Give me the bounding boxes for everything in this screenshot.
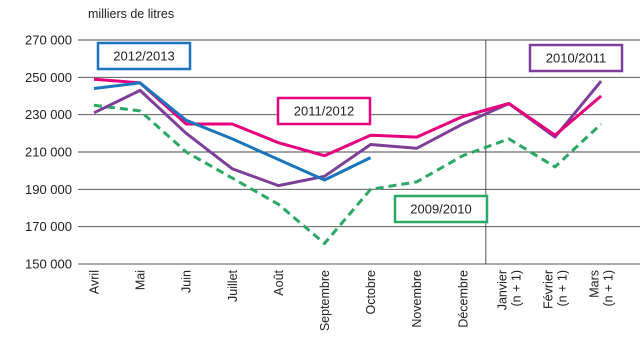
y-tick-label: 190 000: [25, 182, 72, 197]
series-label-text: 2010/2011: [546, 51, 607, 66]
x-tick-text: Janvier: [495, 270, 509, 310]
series-label-text: 2012/2013: [113, 49, 174, 64]
y-axis-unit: milliers de litres: [88, 7, 174, 21]
y-axis-ticks: 270 000 250 000 230 000 210 000 190 000 170 0…: [25, 33, 72, 272]
series-label-box: [276, 96, 372, 126]
x-axis-ticks: Avril Mai Juin Juillet Août Septembre Octobre N…: [88, 269, 616, 331]
x-tick-label: Avril: [88, 270, 102, 294]
series-lines: [93, 77, 603, 245]
series-line-2009-2010: [93, 103, 603, 245]
x-tick-label: Août: [272, 269, 286, 295]
series-label-text: 2011/2012: [294, 104, 355, 119]
y-tick-label: 210 000: [25, 145, 72, 160]
series-label-2010-2011: 2010/2011: [528, 43, 624, 73]
x-tick-text: Décembre: [456, 270, 470, 328]
x-tick-text: (n + 1): [556, 270, 570, 306]
series-label-2009-2010: 2009/2010: [393, 194, 489, 224]
series-label-box: [393, 194, 489, 224]
x-tick-text: (n + 1): [602, 270, 616, 306]
x-tick-text: Juin: [180, 270, 194, 293]
series-label-2012-2013: 2012/2013: [96, 41, 192, 71]
x-tick-label: Mai: [134, 270, 148, 290]
x-tick-text: Avril: [88, 270, 102, 294]
x-tick-label: Janvier (n + 1): [495, 270, 523, 310]
series-label-text: 2009/2010: [410, 202, 471, 217]
y-tick-label: 270 000: [25, 33, 72, 48]
y-tick-label: 150 000: [25, 257, 72, 272]
x-tick-label: Septembre: [318, 270, 332, 331]
x-tick-label: Décembre: [456, 270, 470, 328]
series-line-2011-2012: [93, 77, 603, 158]
x-tick-text: Août: [272, 269, 286, 295]
x-tick-text: Juillet: [226, 269, 240, 301]
x-tick-text: Février: [542, 270, 556, 309]
x-tick-label: Octobre: [364, 270, 378, 315]
y-tick-label: 230 000: [25, 107, 72, 122]
x-tick-label: Mars (n + 1): [588, 270, 616, 306]
x-tick-label: Novembre: [410, 270, 424, 328]
x-tick-text: Octobre: [364, 270, 378, 315]
y-tick-label: 170 000: [25, 219, 72, 234]
x-tick-text: Septembre: [318, 270, 332, 331]
x-tick-text: (n + 1): [509, 270, 523, 306]
series-labels: 2012/2013 2011/2012 2010/2011 2009/2010: [96, 41, 624, 224]
x-tick-text: Mars: [588, 270, 602, 298]
y-tick-label: 250 000: [25, 70, 72, 85]
series-label-2011-2012: 2011/2012: [276, 96, 372, 126]
x-tick-text: Novembre: [410, 270, 424, 328]
x-tick-label: Juin: [180, 270, 194, 293]
x-tick-label: Juillet: [226, 269, 240, 301]
series-label-box: [96, 41, 192, 71]
series-label-box: [528, 43, 624, 73]
x-tick-label: Février (n + 1): [542, 270, 570, 309]
series-line-2012-2013: [93, 81, 372, 182]
x-tick-text: Mai: [134, 270, 148, 290]
